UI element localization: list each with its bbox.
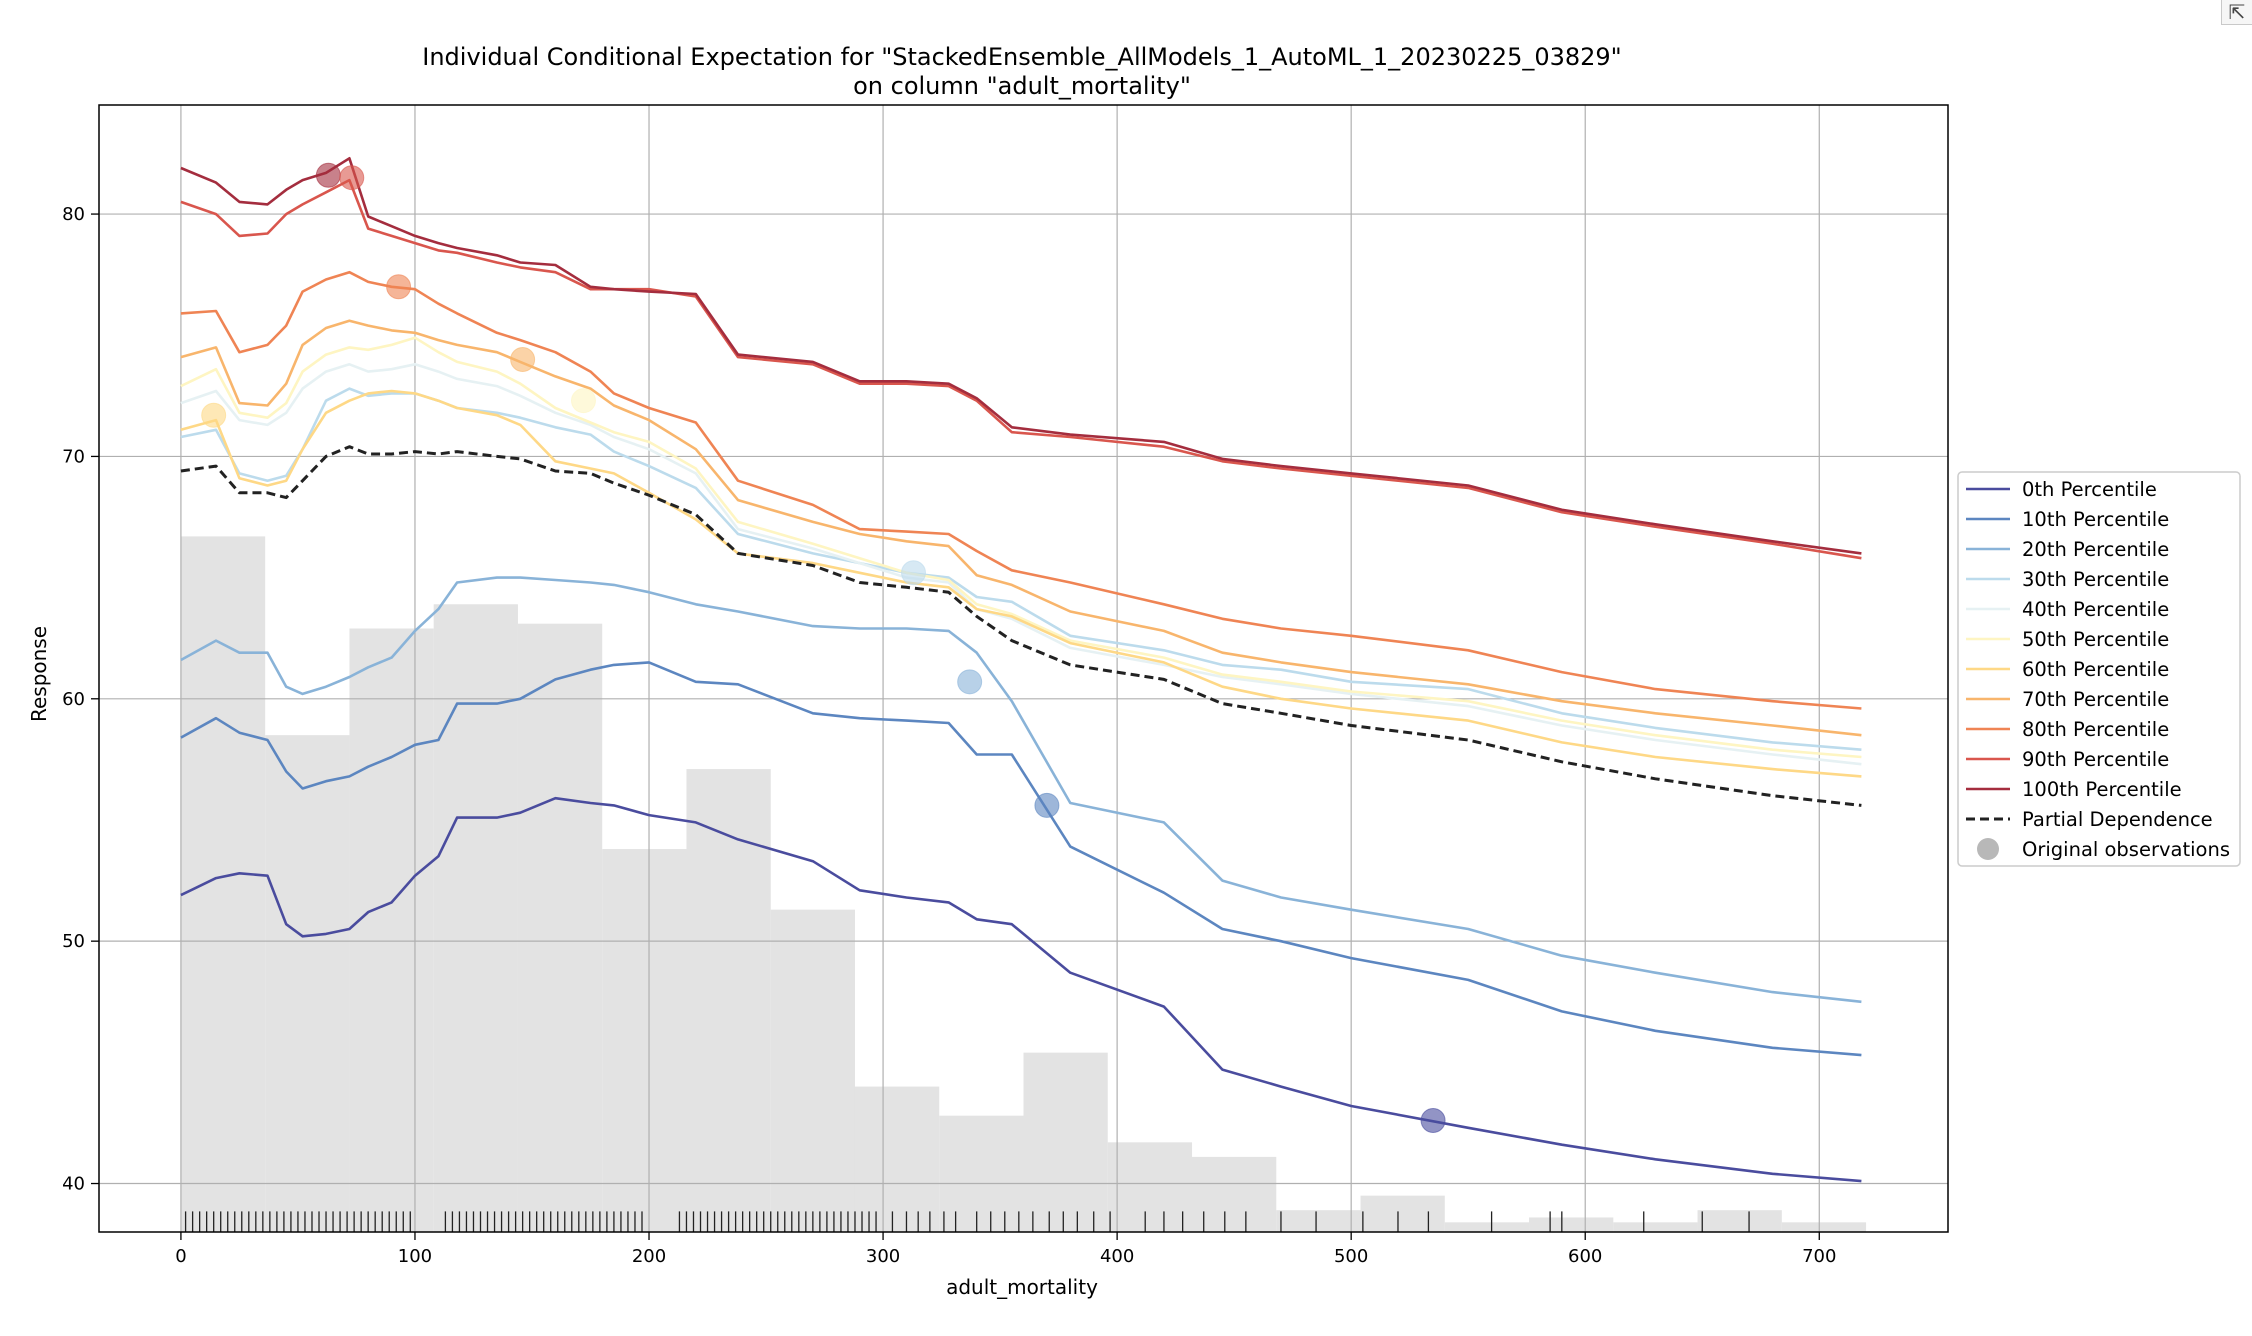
y-tick-label: 60	[62, 689, 85, 710]
x-tick-label: 300	[866, 1246, 900, 1267]
series-line-60th-percentile	[180, 389, 1862, 778]
observation-point	[900, 560, 926, 586]
histogram-bar	[1360, 1195, 1445, 1232]
x-tick-label: 600	[1568, 1246, 1602, 1267]
series-line-0th-percentile	[180, 796, 1862, 1183]
observation-point	[315, 162, 341, 188]
observation-point	[957, 669, 983, 695]
histogram-bar	[939, 1115, 1024, 1232]
legend-label: 90th Percentile	[2022, 748, 2169, 771]
legend-label: Partial Dependence	[2022, 808, 2213, 831]
legend-frame	[1957, 471, 2241, 867]
legend-label: 0th Percentile	[2022, 478, 2157, 501]
x-tick-label: 700	[1802, 1246, 1836, 1267]
histogram-bar	[1023, 1052, 1108, 1232]
series-line-70th-percentile	[180, 319, 1862, 737]
legend: 0th Percentile 10th Percentile 20th Percen…	[1957, 471, 2241, 867]
legend-label: 30th Percentile	[2022, 568, 2169, 591]
histogram-bar	[686, 769, 771, 1232]
legend-label: 10th Percentile	[2022, 508, 2169, 531]
series-line-50th-percentile	[180, 336, 1862, 759]
rug	[184, 1211, 1750, 1232]
histogram-bar	[433, 604, 518, 1232]
legend-label: Original observations	[2022, 838, 2230, 861]
histogram-bar	[1529, 1217, 1614, 1232]
series-line-90th-percentile	[180, 178, 1862, 560]
series-line-100th-percentile	[180, 157, 1862, 555]
y-tick-label: 40	[62, 1174, 85, 1195]
legend-label: 50th Percentile	[2022, 628, 2169, 651]
observation-point	[1420, 1108, 1446, 1134]
histogram-bar	[1444, 1222, 1530, 1232]
chart-title: Individual Conditional Expectation for "…	[422, 43, 1621, 71]
legend-label: 40th Percentile	[2022, 598, 2169, 621]
x-tick-label: 200	[632, 1246, 666, 1267]
observation-point	[386, 274, 412, 300]
x-axis-label: adult_mortality	[946, 1275, 1098, 1299]
x-axis: 0 100 200 300 400 500 600 700	[175, 1232, 1836, 1267]
series-line-40th-percentile	[180, 362, 1862, 766]
histogram-bar	[1613, 1222, 1698, 1232]
histogram-bar	[1192, 1156, 1277, 1232]
expand-output-button[interactable]: ⇱	[2221, 0, 2252, 25]
x-tick-label: 400	[1100, 1246, 1134, 1267]
x-tick-label: 0	[175, 1246, 186, 1267]
legend-label: 60th Percentile	[2022, 658, 2169, 681]
y-tick-label: 70	[62, 446, 85, 467]
legend-label: 80th Percentile	[2022, 718, 2169, 741]
observation-point	[1034, 792, 1060, 818]
histogram-bar	[517, 623, 603, 1232]
series-line-partial-dependence	[180, 445, 1862, 807]
histogram-bar	[180, 536, 266, 1232]
legend-label: 100th Percentile	[2022, 778, 2182, 801]
chart-subtitle: on column "adult_mortality"	[853, 72, 1191, 100]
plot-frame	[98, 104, 1949, 1233]
y-axis-label: Response	[27, 626, 51, 722]
histogram-bar	[1107, 1142, 1193, 1232]
histogram-bar	[770, 909, 855, 1232]
histogram-bar	[854, 1086, 940, 1232]
series-line-20th-percentile	[180, 576, 1862, 1004]
y-tick-label: 80	[62, 204, 85, 225]
series-line-80th-percentile	[180, 270, 1862, 710]
histogram	[180, 536, 1867, 1232]
observation-point	[201, 402, 227, 428]
histogram-bar	[1781, 1222, 1867, 1232]
grid	[99, 105, 1948, 1232]
histogram-bar	[1697, 1210, 1782, 1232]
series-line-10th-percentile	[180, 661, 1862, 1057]
legend-label: 20th Percentile	[2022, 538, 2169, 561]
histogram-bar	[349, 628, 434, 1232]
x-tick-label: 100	[398, 1246, 432, 1267]
observation-point	[339, 165, 365, 191]
observation-point	[570, 388, 596, 414]
observation-points	[201, 162, 1446, 1134]
series-line-30th-percentile	[180, 387, 1862, 751]
y-tick-label: 50	[62, 931, 85, 952]
x-tick-label: 500	[1334, 1246, 1368, 1267]
histogram-bar	[265, 735, 350, 1232]
y-axis: 40 50 60 70 80	[62, 204, 99, 1195]
histogram-bar	[1276, 1210, 1361, 1232]
histogram-bar	[602, 849, 687, 1232]
legend-label: 70th Percentile	[2022, 688, 2169, 711]
observation-point	[510, 346, 536, 372]
legend-marker	[1977, 838, 1999, 860]
